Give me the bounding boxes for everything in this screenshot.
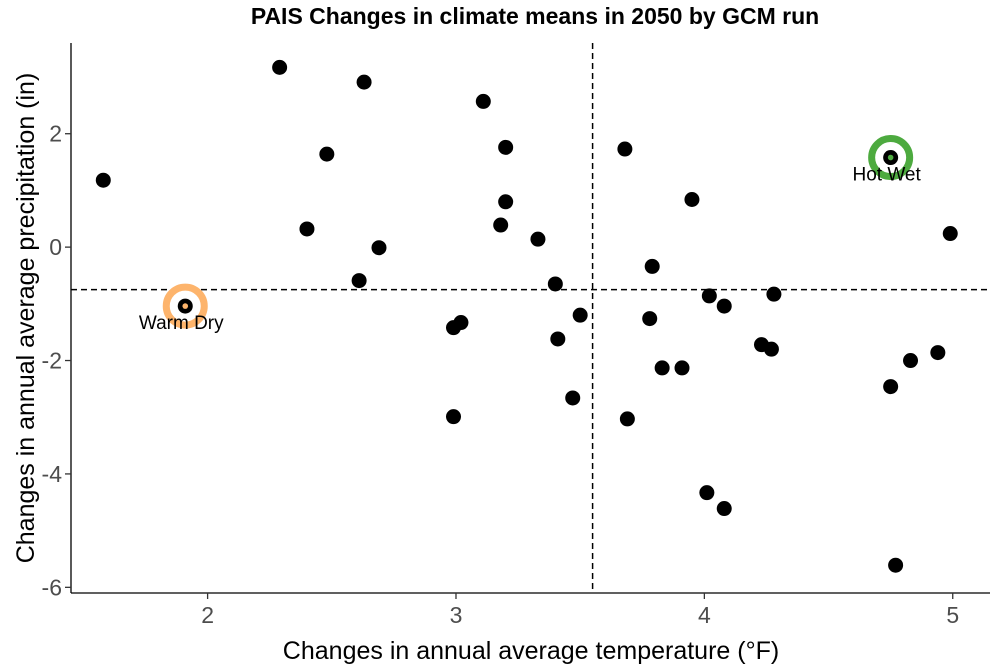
data-point <box>644 258 660 274</box>
data-point <box>642 311 658 327</box>
data-point <box>475 93 491 109</box>
data-point <box>617 141 633 157</box>
data-point <box>272 59 288 75</box>
y-tick-label: 0 <box>49 234 62 260</box>
data-point <box>371 240 387 256</box>
x-tick-label: 5 <box>946 602 959 628</box>
y-tick-label: 2 <box>49 121 62 147</box>
chart-title: PAIS Changes in climate means in 2050 by… <box>251 3 819 29</box>
data-point <box>493 217 509 233</box>
data-point <box>716 298 732 314</box>
x-axis-title: Changes in annual average temperature (°… <box>283 637 779 665</box>
data-point <box>319 146 335 162</box>
data-point <box>716 501 732 517</box>
data-point <box>930 345 946 361</box>
data-point <box>351 273 367 289</box>
data-point <box>565 390 581 406</box>
data-point <box>763 341 779 357</box>
data-point <box>903 353 919 369</box>
highlight-label: Hot Wet <box>853 165 922 186</box>
data-point <box>888 557 904 573</box>
data-point <box>654 360 670 376</box>
data-points <box>95 59 958 573</box>
data-point <box>530 231 546 247</box>
annotations: Warm Dry Hot Wet <box>139 154 922 334</box>
data-point <box>95 172 111 188</box>
x-tick-label: 4 <box>698 602 711 628</box>
y-tick-label: -6 <box>42 574 62 600</box>
data-point <box>498 194 514 210</box>
data-point <box>942 226 958 242</box>
reference-lines <box>71 43 990 593</box>
x-tick-label: 2 <box>201 602 214 628</box>
highlight-rings <box>162 135 914 329</box>
data-point <box>356 74 372 90</box>
data-point <box>766 286 782 302</box>
data-point <box>453 315 469 331</box>
data-point <box>550 331 566 347</box>
y-axis-ticks: -6 -4 -2 0 2 <box>42 121 71 600</box>
data-point <box>299 221 315 237</box>
y-tick-label: -2 <box>42 348 62 374</box>
data-point <box>619 411 635 427</box>
data-point <box>674 360 690 376</box>
x-tick-label: 3 <box>450 602 463 628</box>
data-point <box>446 409 462 425</box>
x-axis-ticks: 2 3 4 5 <box>201 593 959 628</box>
data-point <box>684 191 700 207</box>
highlight-label: Warm Dry <box>139 313 224 334</box>
data-point <box>572 307 588 323</box>
data-point <box>498 139 514 155</box>
highlight-center <box>887 154 894 161</box>
y-tick-label: -4 <box>42 461 63 487</box>
data-point <box>701 288 717 304</box>
highlight-ring <box>162 283 208 329</box>
highlight-ring <box>868 135 914 181</box>
y-axis-title: Changes in annual average precipitation … <box>12 73 40 564</box>
data-point <box>547 276 563 292</box>
data-point <box>699 485 715 501</box>
highlight-center <box>182 303 189 309</box>
data-point <box>883 379 899 395</box>
